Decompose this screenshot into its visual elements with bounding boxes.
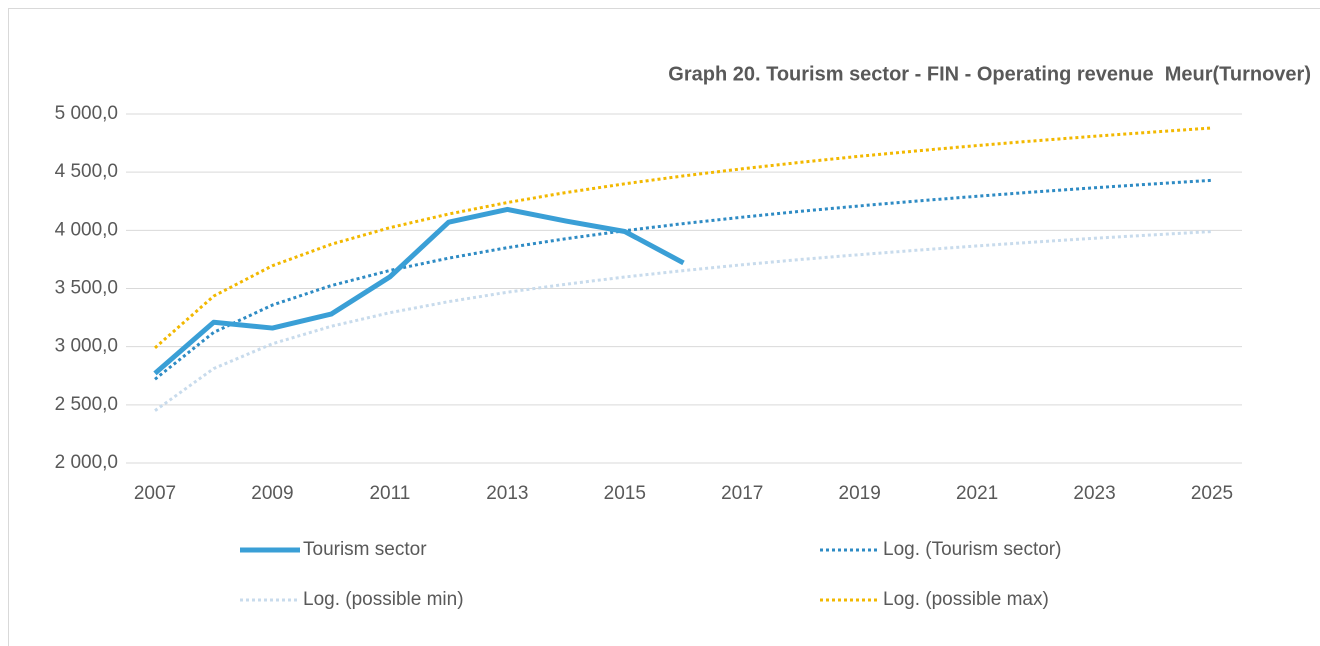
legend-label: Log. (possible max) bbox=[883, 589, 1049, 610]
series-line bbox=[154, 229, 1213, 412]
y-tick-label: 4 000,0 bbox=[55, 219, 118, 240]
x-tick-label: 2025 bbox=[1191, 483, 1233, 504]
legend-label: Log. (possible min) bbox=[303, 589, 464, 610]
series-line bbox=[154, 178, 1213, 381]
chart-frame bbox=[8, 8, 1320, 646]
x-tick-label: 2023 bbox=[1073, 483, 1115, 504]
x-tick-label: 2007 bbox=[134, 483, 176, 504]
x-tick-label: 2013 bbox=[486, 483, 528, 504]
y-tick-label: 2 500,0 bbox=[55, 394, 118, 415]
series-line bbox=[154, 126, 1213, 349]
y-tick-label: 3 500,0 bbox=[55, 278, 118, 299]
chart-title: Graph 20. Tourism sector - FIN - Operati… bbox=[668, 63, 1311, 85]
x-tick-label: 2009 bbox=[251, 483, 293, 504]
y-tick-label: 4 500,0 bbox=[55, 161, 118, 182]
x-tick-label: 2021 bbox=[956, 483, 998, 504]
legend-label: Log. (Tourism sector) bbox=[883, 539, 1061, 560]
x-tick-label: 2011 bbox=[369, 483, 410, 504]
x-tick-label: 2015 bbox=[604, 483, 646, 504]
x-tick-label: 2017 bbox=[721, 483, 763, 504]
x-tick-label: 2019 bbox=[839, 483, 881, 504]
series-line bbox=[153, 206, 685, 376]
y-tick-label: 5 000,0 bbox=[55, 103, 118, 124]
legend-label: Tourism sector bbox=[303, 539, 427, 560]
y-tick-label: 2 000,0 bbox=[55, 452, 118, 473]
y-tick-label: 3 000,0 bbox=[55, 336, 118, 357]
